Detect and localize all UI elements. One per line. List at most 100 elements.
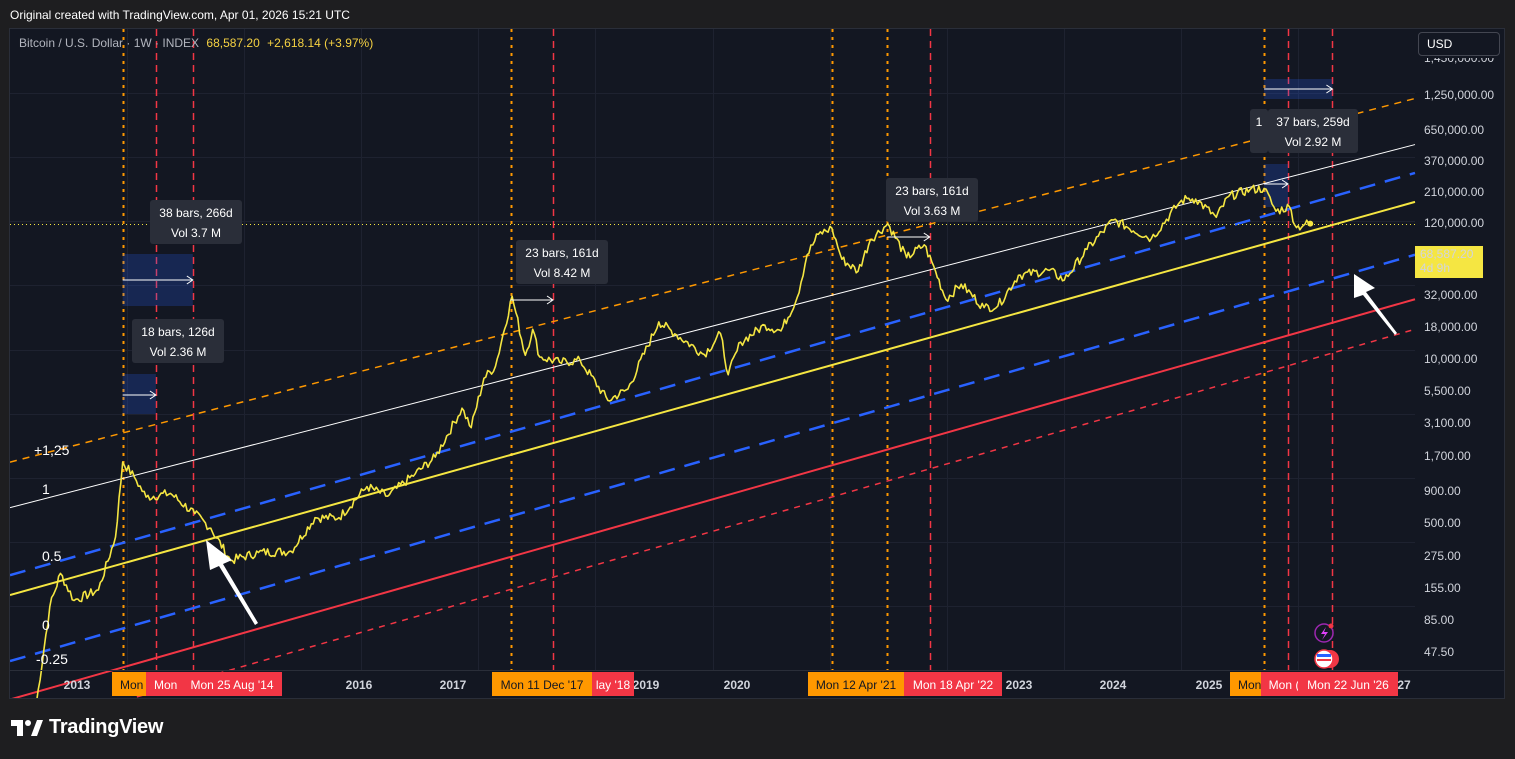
measure-bars-text: 18 bars, 126d [141,325,214,339]
y-axis-tick-label: 155.00 [1424,581,1461,595]
x-axis-date-tag-text: Mon 25 Aug '14 [190,678,273,692]
x-axis-date-tag: Mon [146,672,182,696]
x-axis-date-tag-text: Mon [1238,678,1261,692]
x-axis-date-tag-text: Mon ( [1269,678,1300,692]
measure-arrow-head [186,275,194,285]
channel-line-orange-upper [10,97,1416,463]
price-chart[interactable]: 1 37 bars, 259d Vol 2.92 M 23 bars, 161d Vol… [10,29,1505,699]
y-axis-tick-label: 18,000.00 [1424,320,1478,334]
measure-volume-text: Vol 8.42 M [534,266,591,280]
measure-tooltip-bg [150,200,242,244]
channel-line-white [10,144,1416,509]
x-axis-date-tag: Mon [112,672,148,696]
fib-level-label: 0.5 [42,548,62,564]
y-axis-tick-label: 3,100.00 [1424,416,1471,430]
measure-arrow-head [1326,84,1334,94]
measure-tooltip: 37 bars, 259d Vol 2.92 M [1268,109,1358,153]
channel-line-blue-upper [10,171,1416,577]
x-axis-date-tag-bg [146,672,182,696]
tradingview-logo-icon [11,719,43,736]
brand-logo: TradingView [11,716,163,739]
measure-volume-text: Vol 3.63 M [904,204,961,218]
x-axis-date-tag: Mon 12 Apr '21 [808,672,904,696]
fib-level-label: 0 [42,617,50,633]
y-axis-tick-label: 650,000.00 [1424,123,1484,137]
y-axis-tick-label: 1,700.00 [1424,449,1471,463]
x-axis-date-tag-bg [808,672,904,696]
last-price-dot [1307,220,1314,227]
current-price-tag-value: 68,587.20 [1420,247,1474,261]
measure-bars-text: 37 bars, 259d [1276,115,1349,129]
annotation-arrow [206,540,258,625]
y-axis-tick-label: 210,000.00 [1424,185,1484,199]
current-price-tag-bg [1415,246,1483,278]
x-axis-date-tag-bg [1298,672,1398,696]
x-axis-date-tag-bg [904,672,1002,696]
brand-name: TradingView [49,716,164,738]
measure-arrow-head [149,390,157,400]
measure-tooltip: 23 bars, 161d Vol 3.63 M [886,178,978,222]
measure-volume-text: Vol 2.92 M [1285,135,1342,149]
us-flag-icon-stripe [1317,654,1331,657]
symbol-name: Bitcoin / U.S. Dollar · 1W · INDEX [19,36,200,50]
last-price: 68,587.20 [206,36,260,50]
channel-line-red-dashed-lower [130,328,1416,698]
y-axis-tick-label: 47.50 [1424,645,1454,659]
fib-level-label: -0.25 [36,651,68,667]
x-axis-date-tag-bg [592,672,634,696]
chart-frame[interactable]: 1 37 bars, 259d Vol 2.92 M 23 bars, 161d Vol… [9,28,1505,699]
x-axis-date-tag-bg [182,672,282,696]
channel-line-yellow-mid [10,200,1416,596]
measure-tooltip-bg [1250,109,1268,153]
fib-level-label: +1,25 [34,442,70,458]
x-axis-date-tag-text: Mon 12 Apr '21 [816,678,897,692]
y-axis-tick-label: 10,000.00 [1424,352,1478,366]
x-axis-date-tag-text: Mon 11 Dec '17 [501,678,584,692]
measure-tooltip: 18 bars, 126d Vol 2.36 M [132,319,224,363]
measure-arrow-head [923,232,931,242]
measure-bars-text: 23 bars, 161d [525,246,598,260]
x-axis-tick-label: 2020 [724,678,751,692]
x-axis-date-tag-bg [492,672,592,696]
channel-line-red-lower [11,298,1416,698]
price-change: +2,618.14 (+3.97%) [267,36,374,50]
measure-tooltip-bg [132,319,224,363]
x-axis-date-tag: Mon 25 Aug '14 [182,672,282,696]
measure-tooltip: 1 [1250,109,1268,153]
y-axis-tick-label: 370,000.00 [1424,154,1484,168]
x-axis-tick-label: 27 [1397,678,1411,692]
measure-range-shade [122,374,156,414]
symbol-header: Bitcoin / U.S. Dollar · 1W · INDEX 68,58… [19,36,373,50]
measure-tooltip: 23 bars, 161d Vol 8.42 M [516,240,608,284]
y-axis-tick-label: 1,250,000.00 [1424,88,1494,102]
measure-volume-text: Vol 3.7 M [171,226,221,240]
current-price-tag-countdown: 4d 9h [1420,261,1450,275]
measure-tooltip-bg [516,240,608,284]
chart-caption: Original created with TradingView.com, A… [10,8,350,22]
us-flag-icon-stripe [1317,659,1331,661]
measure-bars-text: 38 bars, 266d [159,206,232,220]
y-axis-tick-label: 85.00 [1424,613,1454,627]
x-axis-date-tag: Mon 18 Apr '22 [904,672,1002,696]
currency-selector[interactable]: USD [1418,32,1500,56]
measure-tooltip-bg [886,178,978,222]
x-axis-tick-label: 2024 [1100,678,1127,692]
lightning-icon-glyph [1321,627,1328,640]
x-axis-date-tag-text: Mon [154,678,177,692]
fib-level-label: 1 [42,481,50,497]
price-series-line [36,184,1311,698]
measure-tooltip-bg [1268,109,1358,153]
measure-bars-text: 1 [1256,115,1263,129]
annotation-arrow [1354,274,1397,335]
notification-dot [1328,623,1334,629]
x-axis-tick-label: 2013 [64,678,91,692]
x-axis-tick-label: 2016 [346,678,373,692]
measure-bars-text: 23 bars, 161d [895,184,968,198]
y-axis-tick-label: 120,000.00 [1424,216,1484,230]
y-axis-tick-label: 900.00 [1424,484,1461,498]
y-axis-tick-label: 5,500.00 [1424,384,1471,398]
x-axis-date-tag-text: lay '18 [596,678,631,692]
measure-tooltip: 38 bars, 266d Vol 3.7 M [150,200,242,244]
x-axis-date-tag-text: Mon [120,678,143,692]
